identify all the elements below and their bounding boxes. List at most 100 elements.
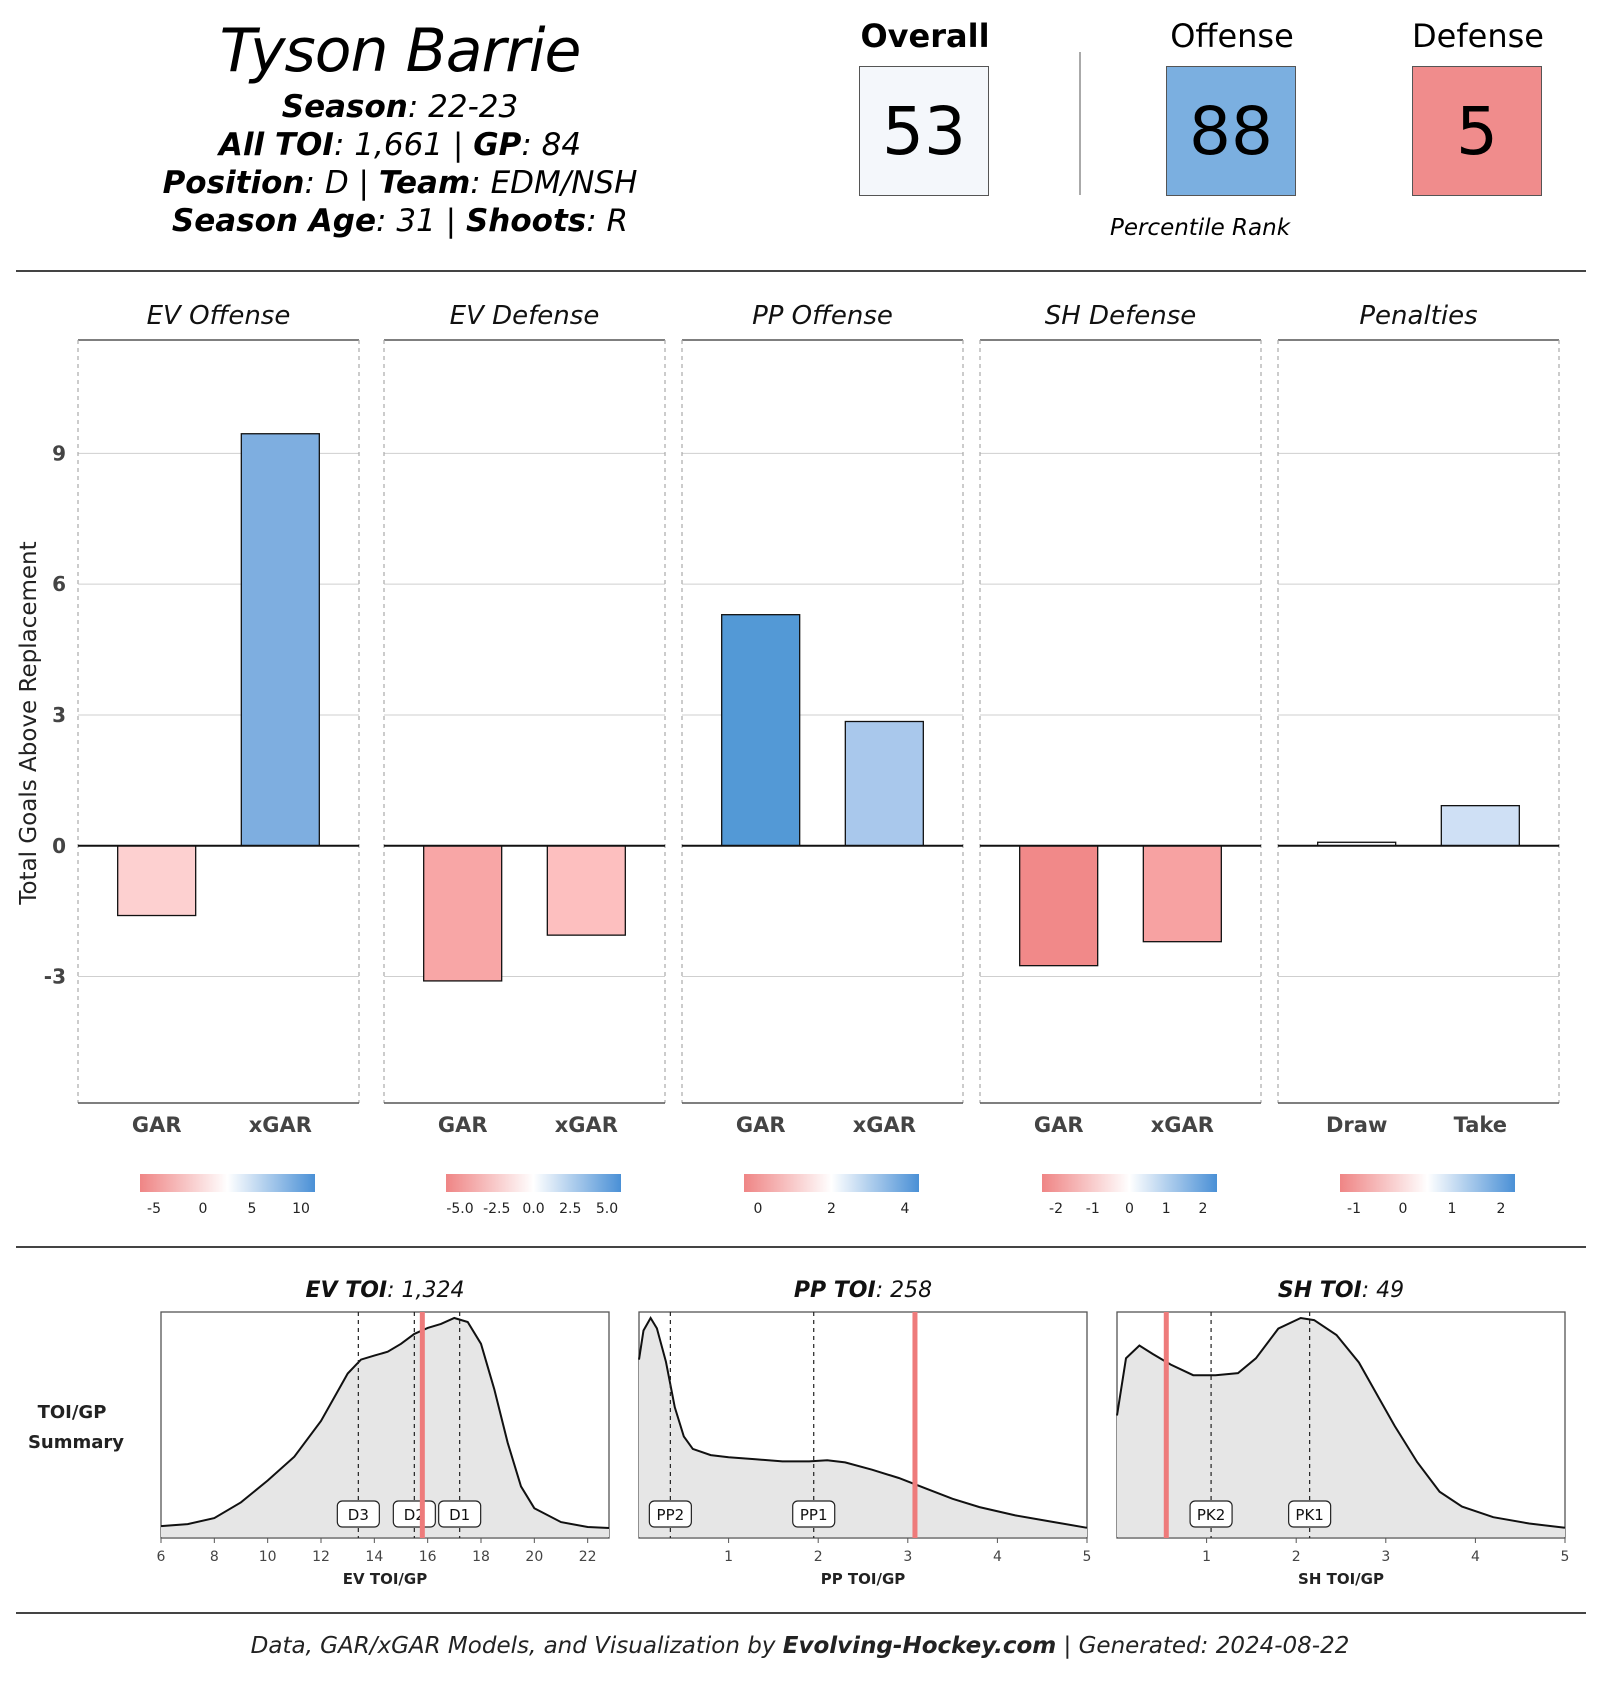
row-label: TOI/GP <box>38 1402 107 1423</box>
panel-title: Penalties <box>1359 301 1477 331</box>
player-name: Tyson Barrie <box>219 16 582 86</box>
deployment-marker-box <box>648 1500 692 1528</box>
x-tick-label: 22 <box>579 1549 597 1565</box>
shoots-label: Shoots <box>465 203 587 239</box>
rank-divider <box>1079 52 1081 195</box>
bar-gar <box>721 614 801 847</box>
x-axis-label: SH TOI/GP <box>1298 1570 1384 1588</box>
legend-tick-label: -2.5 <box>483 1201 510 1217</box>
x-tick-label: xGAR <box>555 1113 618 1137</box>
deployment-marker-box <box>438 1500 482 1528</box>
x-tick-label: 2 <box>814 1549 823 1565</box>
y-tick-label: -3 <box>44 965 66 989</box>
x-tick-label: xGAR <box>1151 1113 1214 1137</box>
footer: Data, GAR/xGAR Models, and Visualization… <box>0 1633 1600 1659</box>
deployment-marker-label: D1 <box>449 1506 470 1524</box>
x-tick-label: 6 <box>157 1549 166 1565</box>
row-label: Summary <box>28 1432 124 1453</box>
panel-title: EV Offense <box>147 301 291 331</box>
deployment-marker-box <box>1288 1500 1332 1528</box>
legend-tick-label: 10 <box>292 1201 310 1217</box>
legend-tick-label: 2.5 <box>559 1201 581 1217</box>
x-tick-label: 1 <box>724 1549 733 1565</box>
separator: | <box>445 203 457 239</box>
deployment-marker-label: PP1 <box>800 1506 828 1524</box>
x-tick-label: 5 <box>1561 1549 1570 1565</box>
x-axis-label: PP TOI/GP <box>821 1570 906 1588</box>
legend-tick-label: 0 <box>1125 1201 1134 1217</box>
panel-title: EV Defense <box>450 301 600 331</box>
bar-xgar <box>844 720 924 847</box>
overall-rank-value: 53 <box>859 66 989 196</box>
gp-label: GP <box>473 127 522 163</box>
panel-title-value: : 49 <box>1362 1278 1404 1303</box>
age-value: 31 <box>396 203 436 239</box>
section-divider <box>16 1246 1586 1248</box>
x-tick-label: 10 <box>259 1549 277 1565</box>
color-legend-bar <box>446 1174 621 1192</box>
overall-label: Overall <box>860 17 990 55</box>
legend-tick-label: 1 <box>1448 1201 1457 1217</box>
x-tick-label: 4 <box>993 1549 1002 1565</box>
team-value: EDM/NSH <box>490 165 638 201</box>
gar-panel-ev-offense: EV Offense GAR xGAR -5 0 5 10 <box>77 301 360 1217</box>
legend-tick-label: 5 <box>248 1201 257 1217</box>
position-value: D <box>324 165 349 201</box>
density-area <box>161 1318 609 1537</box>
legend-tick-label: 2 <box>1497 1201 1506 1217</box>
footer-credit: Data, GAR/xGAR Models, and Visualization… <box>250 1633 776 1659</box>
panel-title-value: : 1,324 <box>387 1278 464 1303</box>
x-tick-label: Take <box>1454 1113 1507 1137</box>
all-toi-value: 1,661 <box>354 127 444 163</box>
density-line <box>638 1316 1088 1529</box>
legend-tick-label: -1 <box>1086 1201 1100 1217</box>
density-area <box>1117 1318 1565 1537</box>
bar-gar <box>423 845 503 982</box>
toi-panel-ev: EV TOI: 1,324 D3 D2 D1 6 8 10 12 14 16 18 20 22 EV TO… <box>157 1278 610 1588</box>
x-tick-label: 8 <box>210 1549 219 1565</box>
defense-rank-value: 5 <box>1412 66 1542 196</box>
deployment-marker-label: D3 <box>348 1506 369 1524</box>
x-tick-label: GAR <box>438 1113 488 1137</box>
legend-tick-label: 5.0 <box>596 1201 618 1217</box>
x-tick-label: 4 <box>1471 1549 1480 1565</box>
section-divider <box>16 270 1586 272</box>
legend-tick-label: -1 <box>1347 1201 1361 1217</box>
deployment-marker-label: PK1 <box>1295 1506 1323 1524</box>
panel-title: SH TOI: 49 <box>1278 1278 1404 1303</box>
footer-separator: | <box>1063 1633 1072 1659</box>
deployment-marker-label: D2 <box>404 1506 425 1524</box>
age-label: Season Age <box>171 203 377 239</box>
player-header: Tyson Barrie Season: 22-23 All TOI: 1,66… <box>0 14 800 240</box>
defense-label: Defense <box>1412 17 1544 55</box>
gar-panel-pp-offense: PP Offense GAR xGAR 0 2 4 <box>681 301 964 1217</box>
color-legend-bar <box>1042 1174 1217 1192</box>
x-tick-label: 1 <box>1202 1549 1211 1565</box>
gp-value: 84 <box>541 127 582 163</box>
offense-label: Offense <box>1170 17 1294 55</box>
legend-tick-label: 4 <box>901 1201 910 1217</box>
panel-title: SH Defense <box>1045 301 1197 331</box>
separator: | <box>358 165 369 201</box>
deployment-marker-box <box>336 1500 380 1528</box>
deployment-marker-label: PK2 <box>1197 1506 1225 1524</box>
gar-panel-sh-defense: SH Defense GAR xGAR -2 -1 0 1 2 <box>979 301 1262 1217</box>
legend-tick-label: -5 <box>147 1201 161 1217</box>
legend-tick-label: 0 <box>1399 1201 1408 1217</box>
section-divider <box>16 1612 1586 1614</box>
bar-xgar <box>1142 845 1222 943</box>
deployment-marker-box <box>792 1500 836 1528</box>
panel-title: PP TOI: 258 <box>794 1278 932 1303</box>
y-tick-label: 6 <box>52 572 66 596</box>
legend-tick-label: 2 <box>1199 1201 1208 1217</box>
team-label: Team <box>378 165 471 201</box>
panel-title-label: EV TOI <box>306 1278 388 1303</box>
deployment-marker-box <box>1189 1500 1233 1528</box>
y-tick-label: 0 <box>52 834 66 858</box>
x-tick-label: 12 <box>312 1549 330 1565</box>
toi-panel-pp: PP TOI: 258 PP2 PP1 1 2 3 4 5 PP TOI/GP <box>638 1278 1091 1588</box>
percentile-rank-caption: Percentile Rank <box>1109 215 1291 241</box>
toi-panel-sh: SH TOI: 49 PK2 PK1 1 2 3 4 5 SH TOI/GP <box>1116 1278 1570 1588</box>
